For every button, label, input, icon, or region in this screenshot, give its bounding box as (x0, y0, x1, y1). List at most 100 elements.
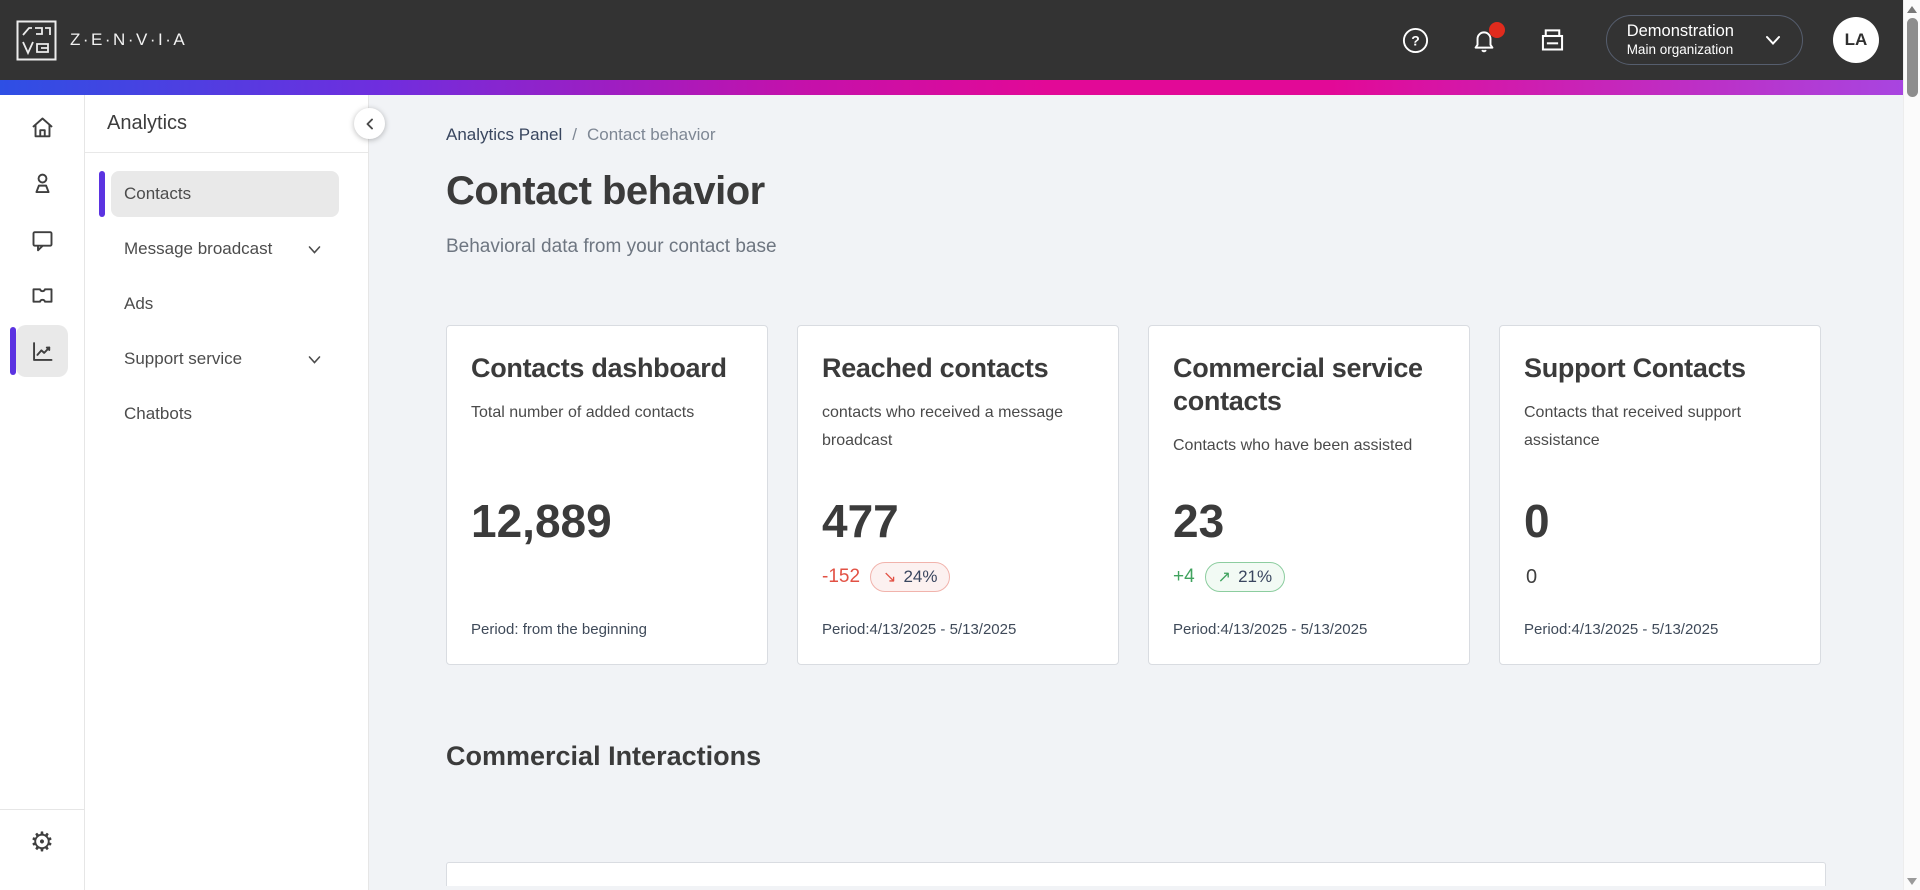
rail-item-tickets[interactable] (0, 267, 85, 323)
scrollbar-up-arrow[interactable] (1907, 6, 1917, 13)
card-delta-row: -152 ↘ 24% (822, 562, 951, 592)
card-support-contacts: Support Contacts Contacts that received … (1499, 325, 1821, 665)
card-title: Commercial service contacts (1173, 353, 1423, 416)
line-chart-icon (32, 341, 52, 361)
printer-icon (1541, 28, 1563, 51)
breadcrumb: Analytics Panel / Contact behavior (446, 125, 1903, 145)
rail-item-home[interactable] (0, 99, 85, 155)
icon-rail: ⚙ (0, 95, 85, 890)
print-button[interactable] (1539, 27, 1566, 54)
card-period: Period: from the beginning (471, 621, 647, 638)
settings-button[interactable]: ⚙ (0, 826, 84, 858)
scrollbar-down-arrow[interactable] (1907, 878, 1917, 885)
avatar-initials: LA (1844, 30, 1868, 49)
section-title-commercial-interactions: Commercial Interactions (446, 741, 762, 771)
chevron-down-icon (308, 245, 321, 254)
kpi-cards-row: Contacts dashboard Total number of added… (446, 325, 1903, 665)
sidebar-item-support-service[interactable]: Support service (111, 336, 339, 382)
sidebar-item-message-broadcast[interactable]: Message broadcast (111, 226, 339, 272)
bell-icon (1474, 30, 1494, 52)
sidebar-item-label: Message broadcast (124, 239, 273, 258)
card-value: 23 (1173, 495, 1225, 547)
sidebar-item-ads[interactable]: Ads (111, 281, 339, 327)
breadcrumb-current: Contact behavior (586, 125, 716, 144)
trend-percent: 21% (1238, 567, 1273, 586)
page-subtitle: Behavioral data from your contact base (446, 236, 777, 257)
card-description: Total number of added contacts (471, 403, 695, 421)
page-scrollbar[interactable] (1903, 0, 1920, 890)
trend-up-arrow-icon: ↗ (1217, 569, 1232, 586)
sidebar-title: Analytics (107, 112, 188, 134)
delta-value: -152 (822, 566, 861, 587)
card-title: Support Contacts (1524, 353, 1746, 383)
gear-icon: ⚙ (29, 826, 55, 858)
topbar: Z·E·N·V·I·A ? (0, 0, 1903, 80)
card-value: 12,889 (471, 495, 612, 547)
collapse-sidebar-button[interactable] (354, 108, 385, 139)
sidebar-item-label: Ads (124, 294, 154, 313)
rail-item-analytics[interactable] (0, 323, 85, 379)
organization-text: Demonstration Main organization (1627, 21, 1734, 59)
person-icon (34, 173, 50, 193)
card-commercial-service-contacts: Commercial service contacts Contacts who… (1148, 325, 1470, 665)
trend-badge-positive: ↗ 21% (1204, 562, 1286, 592)
home-icon (31, 117, 53, 137)
card-value: 0 (1524, 495, 1550, 547)
notification-dot (1488, 21, 1505, 38)
content-row: ⚙ Analytics Contacts Message broadcast (0, 95, 1903, 890)
breadcrumb-separator: / (572, 125, 577, 144)
brand-name: Z·E·N·V·I·A (70, 30, 188, 49)
organization-subtitle: Main organization (1626, 41, 1734, 57)
card-reached-contacts: Reached contacts contacts who received a… (797, 325, 1119, 665)
chevron-down-icon (308, 355, 321, 364)
rail-bottom: ⚙ (0, 809, 84, 890)
chevron-down-icon (1766, 36, 1780, 45)
sidebar-item-label: Chatbots (124, 404, 193, 423)
zenvia-logo-icon (16, 20, 57, 60)
ticket-icon (32, 287, 52, 303)
help-button[interactable]: ? (1402, 27, 1429, 54)
card-period: Period:4/13/2025 - 5/13/2025 (822, 621, 1017, 638)
sidebar-item-label: Contacts (124, 184, 192, 203)
organization-switcher[interactable]: Demonstration Main organization (1605, 15, 1803, 65)
card-value: 477 (822, 495, 899, 547)
card-period: Period:4/13/2025 - 5/13/2025 (1173, 621, 1368, 638)
help-icon: ? (1402, 27, 1428, 53)
chat-icon (32, 230, 52, 251)
delta-value: +4 (1173, 566, 1195, 587)
svg-text:?: ? (1411, 32, 1420, 48)
card-title: Contacts dashboard (471, 353, 727, 383)
chevron-left-icon (366, 118, 373, 129)
card-delta-row: +4 ↗ 21% (1173, 562, 1286, 592)
accent-gradient-bar (0, 80, 1903, 95)
sidebar-menu: Contacts Message broadcast Ads Support s… (85, 153, 368, 446)
zenvia-logo[interactable]: Z·E·N·V·I·A (16, 20, 187, 61)
breadcrumb-link-analytics-panel[interactable]: Analytics Panel (446, 125, 563, 144)
user-avatar[interactable]: LA (1833, 17, 1879, 63)
sidebar-header: Analytics (85, 95, 368, 153)
scrollbar-thumb[interactable] (1906, 18, 1918, 97)
main-content: Analytics Panel / Contact behavior Conta… (369, 95, 1903, 890)
card-title: Reached contacts (822, 353, 1049, 383)
card-contacts-dashboard: Contacts dashboard Total number of added… (446, 325, 768, 665)
notifications-button[interactable] (1471, 21, 1505, 54)
card-period: Period:4/13/2025 - 5/13/2025 (1524, 621, 1719, 638)
trend-percent: 24% (903, 567, 938, 586)
trend-down-arrow-icon: ↘ (883, 569, 897, 586)
card-secondary-value: 0 (1526, 566, 1538, 588)
page-title: Contact behavior (446, 169, 765, 213)
card-description: Contacts who have been assisted (1173, 436, 1413, 454)
sidebar-item-contacts[interactable]: Contacts (99, 171, 339, 217)
card-description: Contacts that received support assistanc… (1524, 403, 1742, 449)
analytics-sidebar: Analytics Contacts Message broadcast Ads (85, 95, 369, 890)
organization-name: Demonstration (1626, 22, 1734, 41)
topbar-actions: ? Demonstration M (1360, 15, 1887, 65)
trend-badge-negative: ↘ 24% (870, 562, 951, 592)
sidebar-item-label: Support service (124, 349, 243, 368)
card-description: contacts who received a message broadcas… (822, 403, 1064, 449)
rail-item-conversations[interactable] (0, 211, 85, 267)
commercial-interactions-card-top (446, 862, 1826, 886)
rail-item-contacts[interactable] (0, 155, 85, 211)
sidebar-item-chatbots[interactable]: Chatbots (111, 391, 339, 437)
